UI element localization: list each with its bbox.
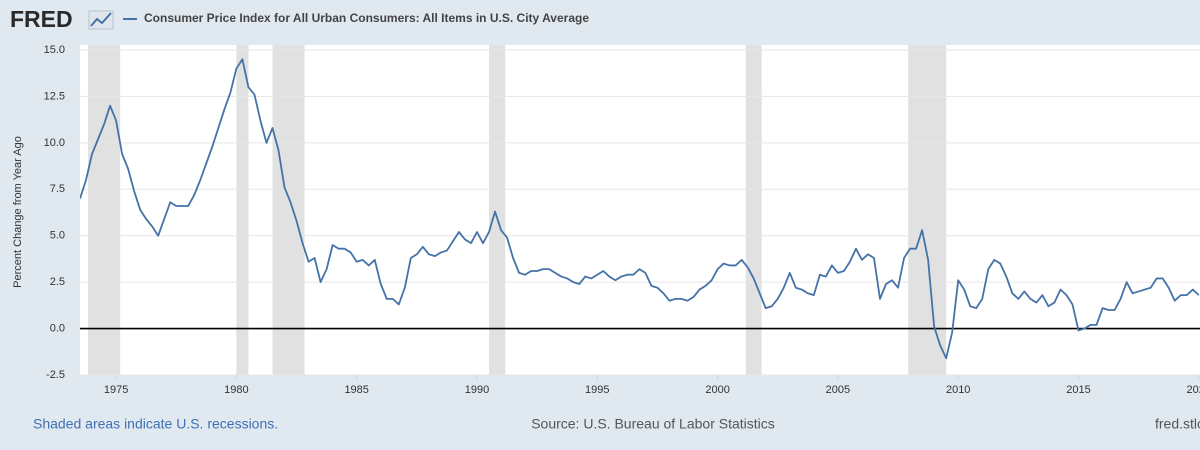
recession-band [745, 45, 762, 375]
x-tick-label: 2020 [1187, 384, 1200, 396]
logo[interactable]: FRED [10, 6, 73, 32]
x-tick-label: 1980 [224, 384, 248, 396]
y-tick-label: -2.5 [46, 369, 65, 381]
axes: -2.5 0.0 2.5 5.0 7.5 10.0 12.5 15.0 1975 1980 1985… [44, 44, 1200, 396]
plot [80, 45, 1200, 375]
legend-label[interactable]: Consumer Price Index for All Urban Consu… [144, 11, 589, 25]
y-tick-label: 7.5 [50, 183, 65, 195]
recession-note: Shaded areas indicate U.S. recessions. [33, 416, 278, 432]
x-tick-label: 2005 [826, 384, 850, 396]
y-tick-label: 0.0 [50, 322, 65, 334]
data-line [80, 58, 1200, 360]
source: Source: U.S. Bureau of Labor Statistics [531, 416, 775, 432]
recession-band [87, 45, 121, 375]
recession-band [489, 45, 506, 375]
recession-band [908, 45, 947, 375]
y-tick-label: 12.5 [44, 90, 65, 102]
x-tick-label: 1990 [465, 384, 489, 396]
recession-band [272, 45, 305, 375]
x-tick-label: 2015 [1066, 384, 1090, 396]
y-tick-label: 10.0 [44, 137, 65, 149]
x-tick-label: 1985 [344, 384, 368, 396]
x-tick-label: 1975 [104, 384, 128, 396]
x-tick-label: 2000 [705, 384, 729, 396]
y-axis-label: Percent Change from Year Ago [12, 136, 24, 288]
recession-band [236, 45, 249, 375]
x-tick-label: 2010 [946, 384, 970, 396]
plot-area [80, 45, 1200, 375]
x-tick-label: 1995 [585, 384, 609, 396]
y-tick-label: 2.5 [50, 276, 65, 288]
y-tick-label: 5.0 [50, 230, 65, 242]
logo-icon [88, 10, 114, 30]
site-link[interactable]: fred.stlouisfed.org [1155, 416, 1200, 432]
y-tick-label: 15.0 [44, 44, 65, 56]
